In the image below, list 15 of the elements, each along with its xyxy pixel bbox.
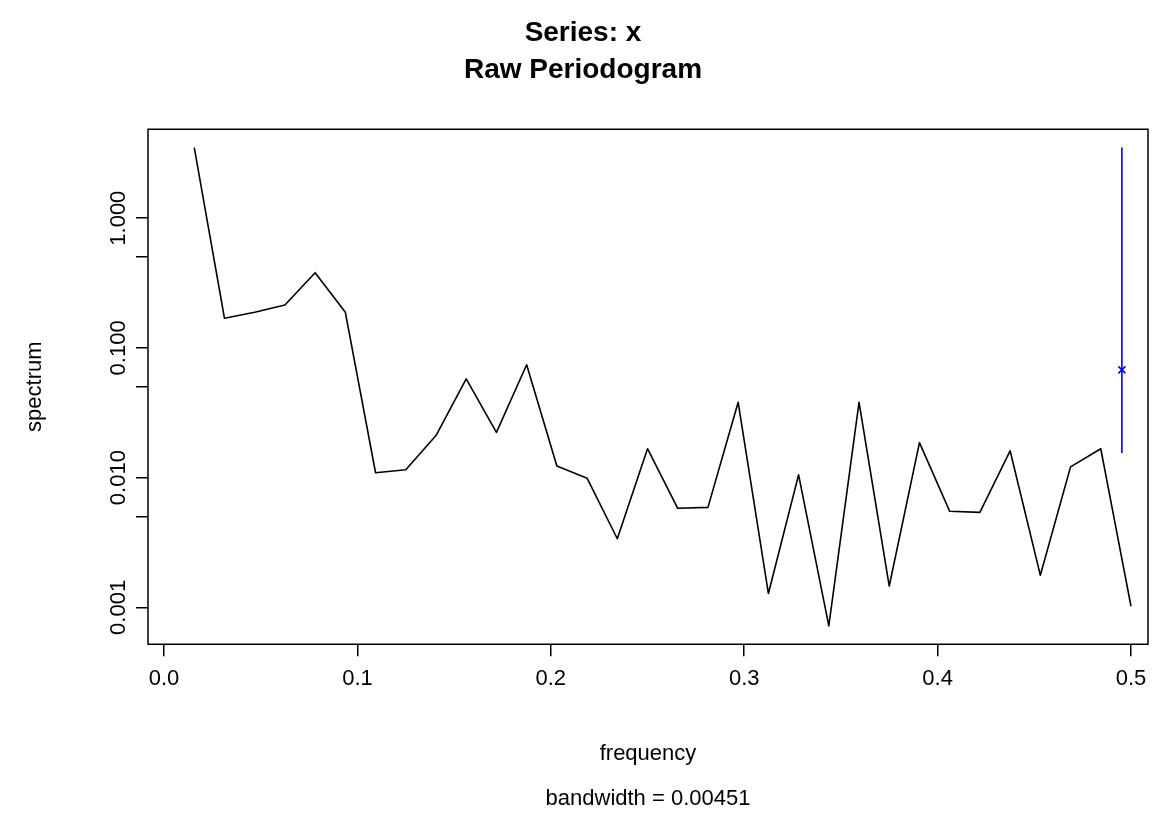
- chart-subtitle: Raw Periodogram: [463, 53, 703, 85]
- x-tick-label: 0.0: [148, 665, 180, 691]
- x-tick-label: 0.5: [1115, 665, 1147, 691]
- y-tick-label: 0.001: [105, 579, 131, 635]
- x-tick-label: 0.2: [535, 665, 567, 691]
- chart-title: Series: x: [524, 15, 642, 47]
- y-tick-label: 1.000: [105, 190, 131, 246]
- x-tick-label: 0.3: [728, 665, 760, 691]
- y-tick-label: 0.100: [105, 320, 131, 376]
- x-axis-title: frequency: [599, 739, 697, 765]
- text: bandwidth = 0.00451: [545, 785, 751, 811]
- y-tick-label: 0.010: [105, 450, 131, 506]
- y-axis-title: spectrum: [21, 341, 47, 432]
- x-tick-label: 0.1: [342, 665, 373, 691]
- x-tick-label: 0.4: [922, 665, 953, 691]
